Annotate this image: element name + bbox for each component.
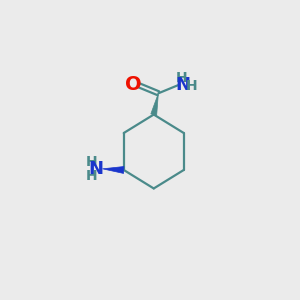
Text: H: H	[86, 169, 98, 183]
Polygon shape	[103, 167, 124, 173]
Text: N: N	[175, 76, 190, 94]
Text: H: H	[176, 71, 187, 85]
Text: N: N	[88, 160, 104, 178]
Text: O: O	[124, 75, 141, 94]
Polygon shape	[151, 93, 158, 115]
Text: H: H	[186, 80, 197, 93]
Text: H: H	[86, 155, 98, 170]
